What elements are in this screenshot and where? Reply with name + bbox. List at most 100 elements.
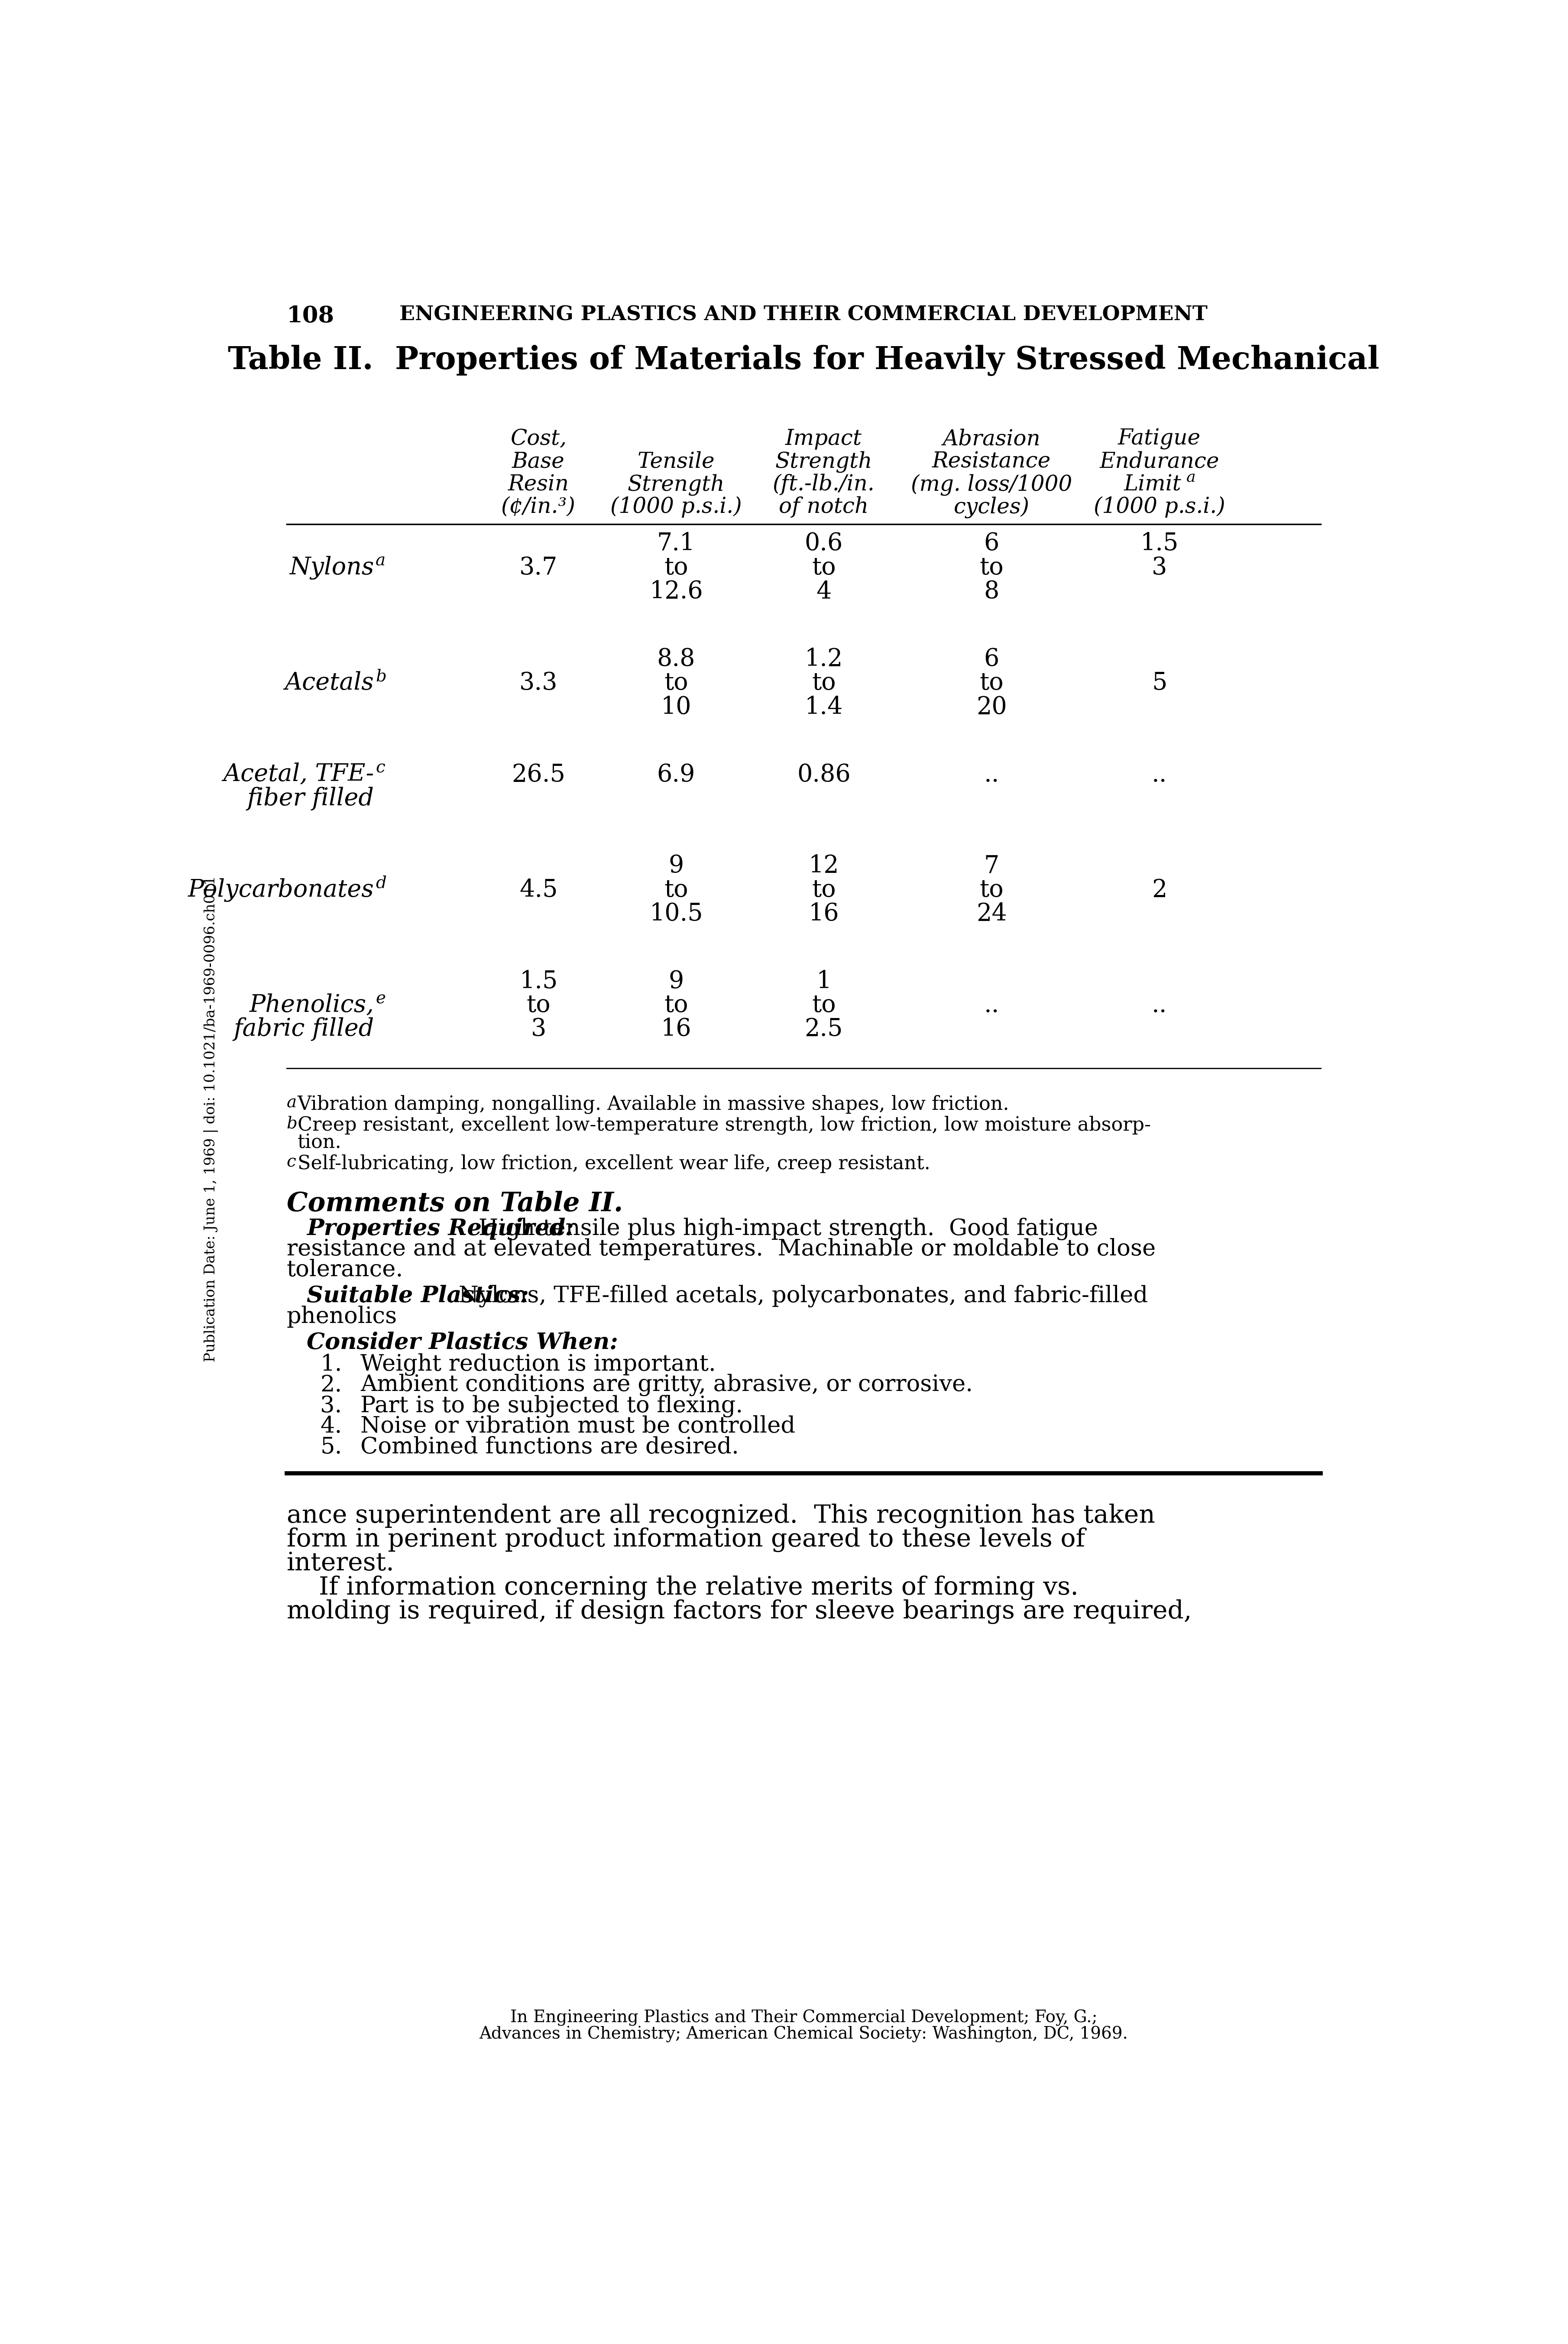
Text: 2.5: 2.5 bbox=[804, 1017, 844, 1041]
Text: 20: 20 bbox=[977, 696, 1007, 720]
Text: 9: 9 bbox=[668, 853, 684, 877]
Text: 2: 2 bbox=[1152, 879, 1167, 902]
Text: cycles): cycles) bbox=[953, 497, 1030, 518]
Text: fiber filled: fiber filled bbox=[248, 788, 373, 811]
Text: (¢/in.³): (¢/in.³) bbox=[502, 497, 575, 518]
Text: Nylons, TFE-filled acetals, polycarbonates, and fabric-filled: Nylons, TFE-filled acetals, polycarbonat… bbox=[452, 1285, 1148, 1308]
Text: Weight reduction is important.: Weight reduction is important. bbox=[361, 1352, 717, 1376]
Text: form in perinent product information geared to these levels of: form in perinent product information gea… bbox=[287, 1528, 1085, 1552]
Text: 6: 6 bbox=[985, 647, 999, 670]
Text: 5.: 5. bbox=[320, 1437, 342, 1458]
Text: to: to bbox=[663, 556, 688, 579]
Text: to: to bbox=[663, 879, 688, 902]
Text: 1.2: 1.2 bbox=[804, 647, 844, 670]
Text: to: to bbox=[663, 670, 688, 694]
Text: 3.: 3. bbox=[320, 1395, 342, 1416]
Text: ..: .. bbox=[983, 762, 999, 788]
Text: Strength: Strength bbox=[627, 473, 724, 495]
Text: 1: 1 bbox=[815, 970, 831, 994]
Text: Tensile: Tensile bbox=[637, 450, 715, 473]
Text: 16: 16 bbox=[809, 902, 839, 926]
Text: 10.5: 10.5 bbox=[649, 902, 702, 926]
Text: 0.6: 0.6 bbox=[804, 532, 844, 556]
Text: e: e bbox=[376, 992, 386, 1008]
Text: to: to bbox=[980, 670, 1004, 694]
Text: 8: 8 bbox=[985, 579, 999, 602]
Text: phenolics: phenolics bbox=[287, 1306, 397, 1327]
Text: Noise or vibration must be controlled: Noise or vibration must be controlled bbox=[361, 1416, 795, 1437]
Text: ..: .. bbox=[983, 994, 999, 1017]
Text: to: to bbox=[980, 879, 1004, 902]
Text: 1.5: 1.5 bbox=[1140, 532, 1179, 556]
Text: to: to bbox=[812, 556, 836, 579]
Text: 4.: 4. bbox=[320, 1416, 342, 1437]
Text: Nylons: Nylons bbox=[289, 556, 373, 579]
Text: ..: .. bbox=[1152, 994, 1167, 1017]
Text: ENGINEERING PLASTICS AND THEIR COMMERCIAL DEVELOPMENT: ENGINEERING PLASTICS AND THEIR COMMERCIA… bbox=[400, 305, 1207, 326]
Text: Combined functions are desired.: Combined functions are desired. bbox=[361, 1437, 739, 1458]
Text: 16: 16 bbox=[660, 1017, 691, 1041]
Text: Creep resistant, excellent low-temperature strength, low friction, low moisture : Creep resistant, excellent low-temperatu… bbox=[298, 1116, 1151, 1134]
Text: to: to bbox=[812, 879, 836, 902]
Text: 9: 9 bbox=[668, 970, 684, 994]
Text: If information concerning the relative merits of forming vs.: If information concerning the relative m… bbox=[287, 1575, 1079, 1601]
Text: 3.7: 3.7 bbox=[519, 556, 558, 579]
Text: High-tensile plus high-impact strength.  Good fatigue: High-tensile plus high-impact strength. … bbox=[472, 1217, 1098, 1240]
Text: 6: 6 bbox=[985, 532, 999, 556]
Text: interest.: interest. bbox=[287, 1552, 395, 1575]
Text: Vibration damping, nongalling. Available in massive shapes, low friction.: Vibration damping, nongalling. Available… bbox=[298, 1095, 1010, 1113]
Text: to: to bbox=[980, 556, 1004, 579]
Text: Suitable Plastics:: Suitable Plastics: bbox=[307, 1285, 528, 1308]
Text: a: a bbox=[287, 1095, 296, 1111]
Text: molding is required, if design factors for sleeve bearings are required,: molding is required, if design factors f… bbox=[287, 1599, 1192, 1624]
Text: Comments on Table II.: Comments on Table II. bbox=[287, 1191, 622, 1217]
Text: of notch: of notch bbox=[779, 497, 869, 518]
Text: 1.4: 1.4 bbox=[804, 696, 844, 720]
Text: ..: .. bbox=[1152, 762, 1167, 788]
Text: tolerance.: tolerance. bbox=[287, 1259, 403, 1282]
Text: fabric filled: fabric filled bbox=[234, 1017, 373, 1041]
Text: Resistance: Resistance bbox=[933, 450, 1051, 473]
Text: Abrasion: Abrasion bbox=[942, 429, 1041, 450]
Text: Part is to be subjected to flexing.: Part is to be subjected to flexing. bbox=[361, 1395, 743, 1418]
Text: 2.: 2. bbox=[320, 1374, 342, 1397]
Text: Strength: Strength bbox=[775, 450, 872, 473]
Text: 1.5: 1.5 bbox=[519, 970, 558, 994]
Text: a: a bbox=[1187, 471, 1196, 485]
Text: 26.5: 26.5 bbox=[511, 762, 564, 788]
Text: a: a bbox=[376, 553, 386, 570]
Text: 24: 24 bbox=[977, 902, 1007, 926]
Text: 3: 3 bbox=[1152, 556, 1167, 579]
Text: 108: 108 bbox=[287, 305, 334, 328]
Text: 3.3: 3.3 bbox=[519, 670, 558, 694]
Text: Table II.  Properties of Materials for Heavily Stressed Mechanical: Table II. Properties of Materials for He… bbox=[227, 345, 1380, 375]
Text: In Engineering Plastics and Their Commercial Development; Foy, G.;: In Engineering Plastics and Their Commer… bbox=[510, 2009, 1098, 2025]
Text: to: to bbox=[812, 994, 836, 1017]
Text: Advances in Chemistry; American Chemical Society: Washington, DC, 1969.: Advances in Chemistry; American Chemical… bbox=[480, 2025, 1127, 2042]
Text: Phenolics,: Phenolics, bbox=[249, 994, 373, 1017]
Text: b: b bbox=[287, 1116, 298, 1132]
Text: 12.6: 12.6 bbox=[649, 579, 702, 602]
Text: Acetals: Acetals bbox=[285, 670, 373, 694]
Text: (1000 p.s.i.): (1000 p.s.i.) bbox=[1093, 497, 1225, 518]
Text: to: to bbox=[527, 994, 550, 1017]
Text: ance superintendent are all recognized.  This recognition has taken: ance superintendent are all recognized. … bbox=[287, 1503, 1156, 1528]
Text: Consider Plastics When:: Consider Plastics When: bbox=[307, 1331, 618, 1355]
Text: tion.: tion. bbox=[298, 1134, 342, 1153]
Text: 4.5: 4.5 bbox=[519, 879, 558, 902]
Text: to: to bbox=[812, 670, 836, 694]
Text: Acetal, TFE-: Acetal, TFE- bbox=[223, 762, 373, 785]
Text: Resin: Resin bbox=[508, 473, 569, 495]
Text: Endurance: Endurance bbox=[1099, 450, 1220, 473]
Text: (ft.-lb./in.: (ft.-lb./in. bbox=[773, 473, 875, 495]
Text: 6.9: 6.9 bbox=[657, 762, 695, 788]
Text: c: c bbox=[376, 759, 386, 776]
Text: 5: 5 bbox=[1152, 670, 1167, 694]
Text: (1000 p.s.i.): (1000 p.s.i.) bbox=[610, 497, 742, 518]
Text: Polycarbonates: Polycarbonates bbox=[188, 879, 373, 902]
Text: to: to bbox=[663, 994, 688, 1017]
Text: Cost,: Cost, bbox=[510, 429, 566, 450]
Text: 12: 12 bbox=[809, 853, 839, 877]
Text: 10: 10 bbox=[660, 696, 691, 720]
Text: 1.: 1. bbox=[320, 1352, 342, 1376]
